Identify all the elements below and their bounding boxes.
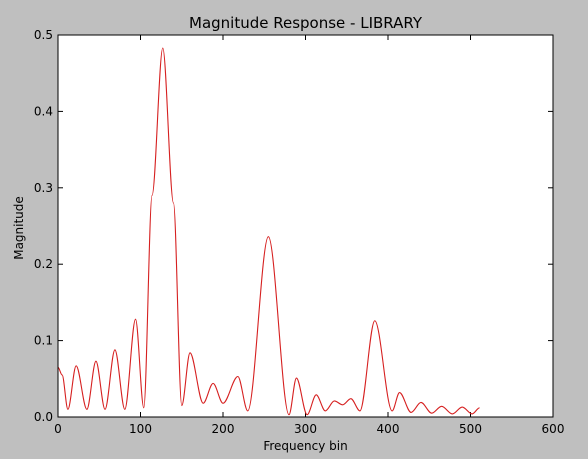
x-tick-label: 300 xyxy=(294,422,317,436)
y-tick-label: 0.2 xyxy=(34,257,53,271)
plot-area xyxy=(58,35,553,417)
x-tick-label: 100 xyxy=(129,422,152,436)
tick-marks: 0 100 200 300 400 500 600 0.0 0.1 0.2 0.3 0.4 0.5 xyxy=(34,28,565,436)
x-tick-label: 200 xyxy=(212,422,235,436)
series-layer xyxy=(57,47,480,416)
y-axis-label: Magnitude xyxy=(12,196,26,260)
plot-frame xyxy=(57,34,554,418)
y-tick-label: 0.0 xyxy=(34,410,53,424)
chart-title: Magnitude Response - LIBRARY xyxy=(189,14,423,32)
y-tick-label: 0.3 xyxy=(34,181,53,195)
magnitude-series-line xyxy=(57,47,480,416)
y-tick-label: 0.4 xyxy=(34,104,53,118)
x-tick-label: 400 xyxy=(377,422,400,436)
x-tick-label: 600 xyxy=(542,422,565,436)
x-tick-label: 0 xyxy=(54,422,62,436)
x-axis-label: Frequency bin xyxy=(263,439,347,453)
x-tick-label: 500 xyxy=(459,422,482,436)
y-tick-label: 0.1 xyxy=(34,334,53,348)
y-tick-label: 0.5 xyxy=(34,28,53,42)
